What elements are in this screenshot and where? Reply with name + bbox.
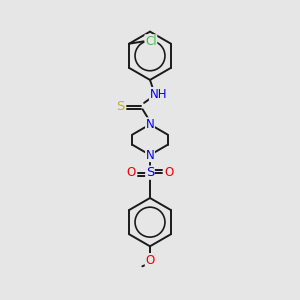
Text: O: O: [165, 166, 174, 179]
Text: N: N: [146, 148, 154, 161]
Text: O: O: [146, 254, 154, 267]
Text: N: N: [146, 118, 154, 131]
Text: Cl: Cl: [145, 35, 157, 48]
Text: S: S: [146, 166, 154, 179]
Text: O: O: [126, 166, 135, 179]
Text: S: S: [116, 100, 124, 113]
Text: NH: NH: [149, 88, 167, 100]
